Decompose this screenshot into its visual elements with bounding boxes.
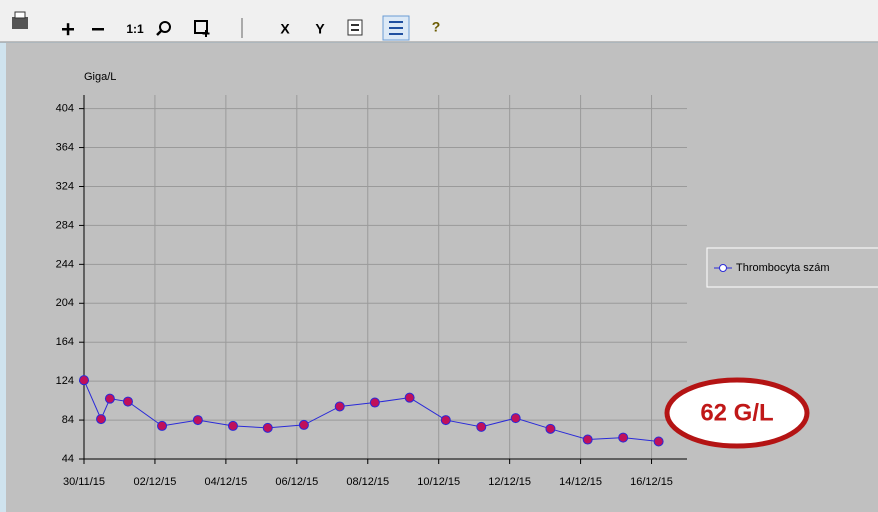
x-tick-label: 04/12/15 [204,476,247,488]
zoom-button[interactable] [156,21,171,36]
x-tick-label: 14/12/15 [559,476,602,488]
help-button[interactable]: ? [432,19,441,35]
data-point [192,415,203,426]
data-point [298,419,309,430]
legend-button[interactable] [382,15,410,41]
data-point [96,414,107,425]
data-point [545,423,556,434]
x-tick-label: 02/12/15 [134,476,177,488]
data-point [157,420,168,431]
properties-button[interactable] [347,19,363,36]
data-point [122,396,133,407]
toolbar [0,0,878,42]
plot: 44 84 124 164 204 244 284 324 364 404 30/11/15 02/1… [56,95,687,488]
data-point [404,392,415,403]
data-point [262,422,273,433]
legend-box [706,247,878,288]
button-label[interactable]: X [280,21,290,37]
data-point [653,436,664,447]
annotation: 62 G/L [664,377,810,449]
y-tick-label: 284 [56,219,74,231]
data-point [582,434,593,445]
y-tick-label: 44 [62,453,74,465]
x-tick-label: 08/12/15 [346,476,389,488]
y-tick-label: 324 [56,180,74,192]
data-point [618,432,629,443]
y-tick-label: 204 [56,297,74,309]
y-tick-label: 404 [56,103,74,115]
annotation-ellipse [664,377,810,449]
zoom-in-button[interactable] [62,23,74,36]
data-point [476,421,487,432]
annotation-text: 62 G/L [700,399,773,426]
data-point [334,401,345,412]
x-tick-label: 30/11/15 [63,476,105,488]
y-tick-label: 364 [56,141,74,153]
y-axis-label: Giga/L [84,71,116,83]
data-point [510,413,521,424]
zoom-rect-button[interactable] [194,20,210,37]
button-label[interactable]: 1:1 [126,22,144,36]
data-point [79,375,89,386]
y-tick-label: 164 [56,336,74,348]
y-tick-label: 244 [56,258,74,270]
legend: Thrombocyta szám [706,247,878,288]
print-button[interactable] [12,11,28,29]
x-tick-label: 12/12/15 [488,476,531,488]
y-tick-label: 84 [62,414,74,426]
zoom-out-button[interactable] [92,28,104,31]
data-point [440,415,451,426]
button-label[interactable]: Y [315,21,325,37]
data-point [227,420,238,431]
x-tick-label: 06/12/15 [275,476,318,488]
data-point [369,397,380,408]
legend-marker [719,264,727,272]
y-tick-label: 124 [56,375,74,387]
data-point [104,393,115,404]
legend-label: Thrombocyta szám [736,262,830,274]
x-tick-label: 10/12/15 [417,476,460,488]
x-tick-label: 16/12/15 [630,476,673,488]
